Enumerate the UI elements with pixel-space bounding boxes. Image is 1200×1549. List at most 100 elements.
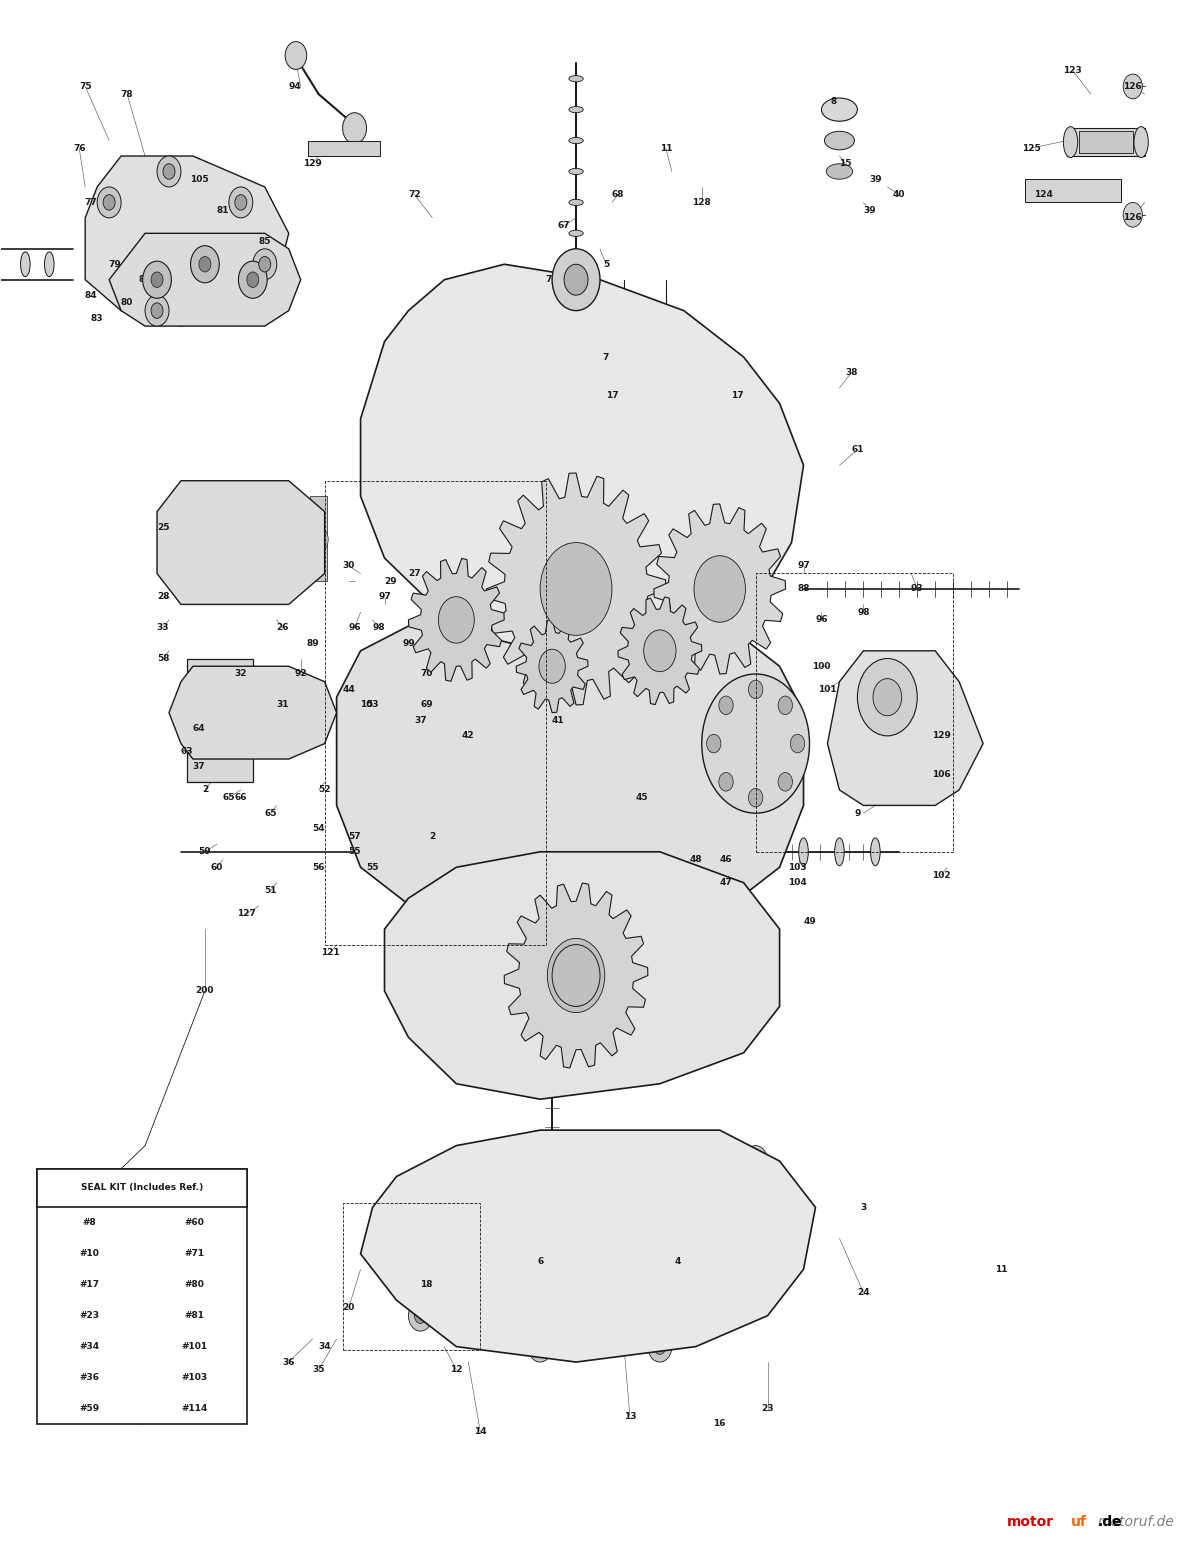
Ellipse shape [212,694,224,733]
Polygon shape [85,156,289,327]
Ellipse shape [232,694,244,733]
Bar [203,496,220,581]
Text: #80: #80 [185,1281,204,1289]
Circle shape [199,257,211,273]
Ellipse shape [569,138,583,144]
Circle shape [707,734,721,753]
Ellipse shape [799,838,809,866]
Text: 55: 55 [366,863,379,872]
Circle shape [791,734,805,753]
Text: 54: 54 [312,824,325,833]
Text: 48: 48 [690,855,702,864]
Text: 83: 83 [91,314,103,322]
Circle shape [786,1200,798,1214]
Bar [342,1204,480,1349]
Ellipse shape [44,252,54,277]
Text: 98: 98 [372,623,385,632]
Text: 72: 72 [408,191,421,200]
Polygon shape [828,651,983,805]
Bar [1025,180,1121,203]
Ellipse shape [1063,127,1078,158]
Circle shape [1123,74,1142,99]
Text: 27: 27 [408,568,421,578]
Text: 59: 59 [199,847,211,857]
Circle shape [778,773,792,792]
Text: 32: 32 [234,669,247,678]
Text: 49: 49 [803,917,816,926]
Text: 82: 82 [139,276,151,283]
Text: 123: 123 [1063,67,1082,76]
Text: #101: #101 [181,1341,208,1351]
Text: 105: 105 [190,175,209,184]
Text: 41: 41 [552,716,564,725]
Bar [325,480,546,945]
Text: 38: 38 [845,369,858,376]
Text: #10: #10 [79,1250,100,1258]
Text: 124: 124 [1033,191,1052,200]
Polygon shape [360,265,804,651]
Text: 10: 10 [863,708,876,717]
Circle shape [239,262,268,299]
Text: 56: 56 [312,863,325,872]
Circle shape [744,1284,768,1315]
Text: 81: 81 [217,206,229,215]
Text: 65: 65 [264,809,277,818]
Polygon shape [360,1131,816,1362]
Text: 2: 2 [202,785,208,795]
Text: 28: 28 [157,592,169,601]
Text: 47: 47 [719,878,732,888]
Polygon shape [169,666,337,759]
Text: 79: 79 [109,260,121,268]
Text: #17: #17 [79,1281,100,1289]
Ellipse shape [289,694,301,733]
Circle shape [539,649,565,683]
Circle shape [528,1331,552,1362]
Ellipse shape [569,169,583,175]
Circle shape [552,249,600,311]
Bar [37,1169,247,1207]
Circle shape [719,773,733,792]
Text: #8: #8 [83,1219,96,1227]
Circle shape [180,527,199,551]
Circle shape [103,195,115,211]
Bar [756,573,953,852]
Text: uf: uf [1070,1515,1086,1529]
Text: 26: 26 [276,623,289,632]
Text: 44: 44 [342,685,355,694]
Text: 66: 66 [234,793,247,802]
Circle shape [750,1292,762,1307]
Circle shape [528,1131,552,1162]
Text: 98: 98 [857,607,870,617]
Text: 90: 90 [558,576,570,586]
Text: 14: 14 [474,1427,486,1436]
Circle shape [534,1338,546,1354]
Bar [941,713,955,782]
Text: 53: 53 [366,700,379,709]
Text: 102: 102 [932,871,950,880]
Text: #34: #34 [79,1341,100,1351]
Circle shape [266,527,286,551]
Text: 129: 129 [304,160,322,169]
Text: 51: 51 [264,886,277,895]
Text: 42: 42 [462,731,475,740]
Text: 87: 87 [690,568,702,578]
Text: 75: 75 [79,82,91,91]
Text: 127: 127 [238,909,257,919]
Text: 40: 40 [893,191,906,200]
Text: 100: 100 [812,661,830,671]
Text: 30: 30 [342,561,355,570]
Text: 35: 35 [312,1365,325,1374]
Text: 71: 71 [546,276,558,283]
Ellipse shape [569,76,583,82]
Text: 97: 97 [378,592,391,601]
Text: 126: 126 [1123,214,1142,223]
Text: 103: 103 [788,863,806,872]
Text: 29: 29 [384,576,397,586]
Circle shape [702,674,810,813]
Text: 88: 88 [797,584,810,593]
Bar [1067,129,1145,156]
Text: 52: 52 [318,785,331,795]
Text: 1: 1 [508,654,514,663]
Text: 106: 106 [932,770,950,779]
Text: 11: 11 [995,1266,1007,1273]
